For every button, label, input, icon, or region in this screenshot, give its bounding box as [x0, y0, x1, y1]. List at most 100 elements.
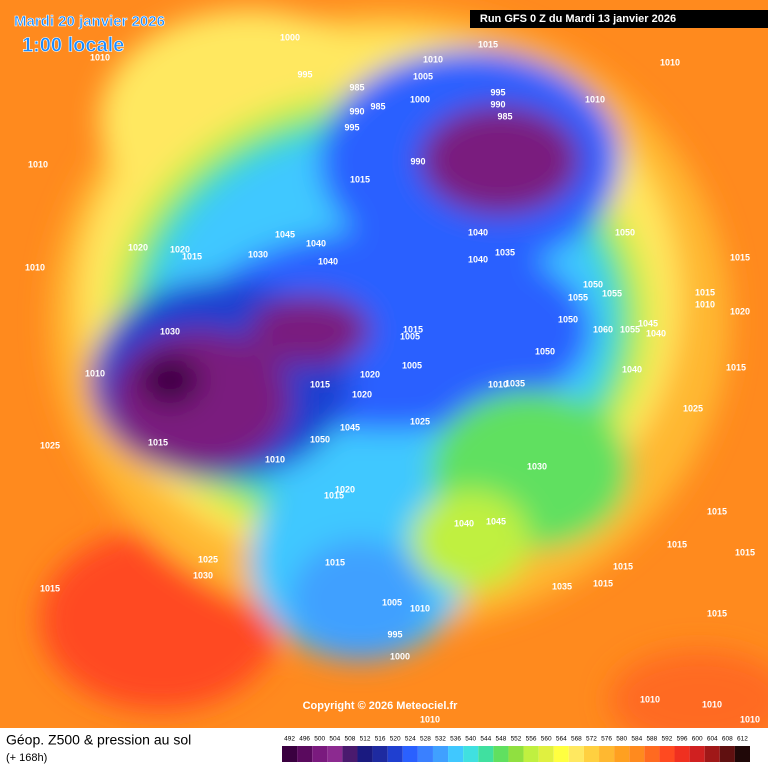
isobar-label: 1015: [40, 583, 60, 593]
isobar-label: 985: [370, 101, 385, 111]
legend-label: 572: [586, 736, 597, 743]
legend-swatch: [553, 746, 569, 762]
legend-label: 576: [601, 736, 612, 743]
isobar-label: 1020: [170, 244, 190, 254]
legend-label: 512: [360, 736, 371, 743]
legend-label: 528: [420, 736, 431, 743]
isobar-label: 995: [490, 87, 505, 97]
legend-label: 564: [556, 736, 567, 743]
isobar-label: 1020: [335, 484, 355, 494]
isobar-label: 1015: [182, 251, 202, 261]
legend-label: 612: [737, 736, 748, 743]
isobar-label: 1015: [403, 324, 423, 334]
isobar-label: 1015: [667, 539, 687, 549]
copyright: Copyright © 2026 Meteociel.fr: [303, 700, 459, 712]
isobar-label: 1055: [602, 288, 622, 298]
legend-swatch: [674, 746, 690, 762]
isobar-label: 1005: [400, 331, 420, 341]
isobar-label: 1035: [495, 247, 515, 257]
legend-swatch: [614, 746, 630, 762]
isobar-label: 1010: [640, 694, 660, 704]
legend-label: 552: [511, 736, 522, 743]
legend-swatch: [327, 746, 343, 762]
legend-swatch: [312, 746, 328, 762]
isobar-label: 1010: [28, 159, 48, 169]
isobar-label: 1010: [740, 714, 760, 724]
legend-label: 580: [616, 736, 627, 743]
isobar-label: 1000: [390, 651, 410, 661]
isobar-label: 1040: [468, 254, 488, 264]
legend-swatch: [538, 746, 554, 762]
legend-label: 604: [707, 736, 718, 743]
time-text: 1:00 locale: [22, 34, 124, 56]
isobar-label: 1015: [325, 557, 345, 567]
legend-swatch: [402, 746, 418, 762]
legend-swatch: [387, 746, 403, 762]
isobar-label: 1040: [454, 518, 474, 528]
legend-swatch: [599, 746, 615, 762]
legend-label: 524: [405, 736, 416, 743]
legend-label: 496: [299, 736, 310, 743]
legend-label: 548: [495, 736, 506, 743]
isobar-label: 1035: [505, 378, 525, 388]
legend-label: 560: [541, 736, 552, 743]
legend-swatch: [493, 746, 509, 762]
isobar-label: 1015: [148, 437, 168, 447]
isobar-label: 990: [410, 156, 425, 166]
isobar-label: 1020: [730, 306, 750, 316]
isobar-label: 1015: [350, 174, 370, 184]
isobar-label: 1020: [352, 389, 372, 399]
isobar-label: 1045: [340, 422, 360, 432]
isobar-label: 1015: [695, 287, 715, 297]
isobar-label: 1005: [402, 360, 422, 370]
isobar-label: 1045: [638, 318, 658, 328]
isobar-label: 1015: [730, 252, 750, 262]
isobar-label: 1025: [40, 440, 60, 450]
isobar-label: 1010: [25, 262, 45, 272]
legend-swatch: [734, 746, 750, 762]
legend-swatch: [689, 746, 705, 762]
isobar-label: 1035: [552, 581, 572, 591]
legend-label: 508: [345, 736, 356, 743]
isobar-label: 1045: [486, 516, 506, 526]
legend-label: 596: [677, 736, 688, 743]
legend-swatch: [629, 746, 645, 762]
footer-title: Géop. Z500 & pression au sol: [6, 732, 191, 748]
isobar-label: 1015: [735, 547, 755, 557]
legend-label: 504: [329, 736, 340, 743]
legend-swatch: [417, 746, 433, 762]
legend-label: 608: [722, 736, 733, 743]
legend-label: 536: [450, 736, 461, 743]
legend-label: 500: [314, 736, 325, 743]
legend-label: 544: [480, 736, 491, 743]
legend-swatch: [719, 746, 735, 762]
isobar-label: 1010: [695, 299, 715, 309]
isobar-label: 1010: [410, 603, 430, 613]
isobar-label: 1040: [318, 256, 338, 266]
isobar-label: 995: [387, 629, 402, 639]
legend-label: 568: [571, 736, 582, 743]
legend-swatch: [297, 746, 313, 762]
isobar-label: 1015: [593, 578, 613, 588]
legend-swatch: [583, 746, 600, 762]
footer-subtitle: (+ 168h): [6, 752, 47, 764]
isobar-label: 1040: [646, 328, 666, 338]
legend-label: 584: [631, 736, 642, 743]
legend-label: 492: [284, 736, 295, 743]
isobar-label: 1025: [198, 554, 218, 564]
legend-label: 600: [692, 736, 703, 743]
isobar-label: 1010: [85, 368, 105, 378]
isobar-label: 1045: [275, 229, 295, 239]
isobar-label: 1050: [310, 434, 330, 444]
isobar-label: 1025: [410, 416, 430, 426]
geopotential-field: [40, 10, 768, 750]
isobar-label: 1015: [324, 490, 344, 500]
isobar-label: 1010: [423, 54, 443, 64]
isobar-label: 1010: [702, 699, 722, 709]
legend-label: 592: [662, 736, 673, 743]
legend-label: 540: [465, 736, 476, 743]
isobar-label: 1010: [660, 57, 680, 67]
legend-swatch: [478, 746, 494, 762]
